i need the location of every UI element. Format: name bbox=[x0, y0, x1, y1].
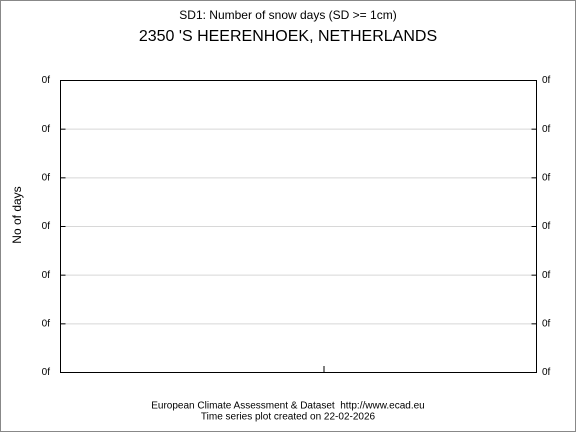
y-tick-label: 0f bbox=[42, 367, 51, 378]
plot-frame bbox=[60, 80, 537, 373]
y2-tick-label: 0f bbox=[542, 124, 551, 135]
y2-tick-label: 0f bbox=[542, 367, 551, 378]
footer-line: Time series plot created on 22-02-2026 bbox=[201, 412, 376, 423]
y2-tick-label: 0f bbox=[542, 75, 551, 86]
y-tick-label: 0f bbox=[42, 124, 51, 135]
y2-tick-label: 0f bbox=[542, 318, 551, 329]
y2-tick-label: 0f bbox=[542, 221, 551, 232]
y2-tick-label: 0f bbox=[542, 172, 551, 183]
footer-line: European Climate Assessment & Dataset ht… bbox=[151, 401, 424, 412]
y-tick-label: 0f bbox=[42, 318, 51, 329]
chart-subtitle: 2350 'S HEERENHOEK, NETHERLANDS bbox=[139, 28, 437, 45]
y-tick-label: 0f bbox=[42, 75, 51, 86]
y-tick-label: 0f bbox=[42, 172, 51, 183]
y-axis-label: No of days bbox=[10, 186, 24, 243]
chart-title: SD1: Number of snow days (SD >= 1cm) bbox=[179, 8, 396, 22]
y-tick-label: 0f bbox=[42, 221, 51, 232]
y2-tick-label: 0f bbox=[542, 270, 551, 281]
y-tick-label: 0f bbox=[42, 270, 51, 281]
